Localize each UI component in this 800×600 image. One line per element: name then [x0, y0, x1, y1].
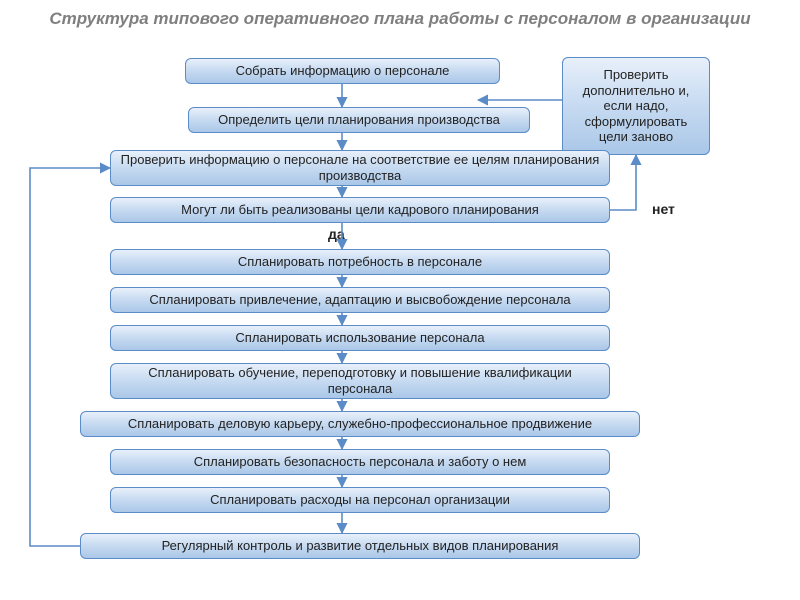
node-collect-info: Собрать информацию о персонале [185, 58, 500, 84]
node-plan-career: Спланировать деловую карьеру, служебно-п… [80, 411, 640, 437]
node-define-goals: Определить цели планирования производств… [188, 107, 530, 133]
node-plan-training: Спланировать обучение, переподготовку и … [110, 363, 610, 399]
node-plan-usage: Спланировать использование персонала [110, 325, 610, 351]
node-regular-control: Регулярный контроль и развитие отдельных… [80, 533, 640, 559]
node-plan-need: Спланировать потребность в персонале [110, 249, 610, 275]
label-no: нет [652, 201, 675, 217]
node-plan-costs: Спланировать расходы на персонал организ… [110, 487, 610, 513]
node-side-recheck: Проверить дополнительно и, если надо, сф… [562, 57, 710, 155]
node-verify-info: Проверить информацию о персонале на соот… [110, 150, 610, 186]
node-plan-safety: Спланировать безопасность персонала и за… [110, 449, 610, 475]
node-can-realize: Могут ли быть реализованы цели кадрового… [110, 197, 610, 223]
label-yes: да [328, 226, 345, 242]
diagram-title: Структура типового оперативного плана ра… [0, 0, 800, 35]
node-plan-attraction: Спланировать привлечение, адаптацию и вы… [110, 287, 610, 313]
